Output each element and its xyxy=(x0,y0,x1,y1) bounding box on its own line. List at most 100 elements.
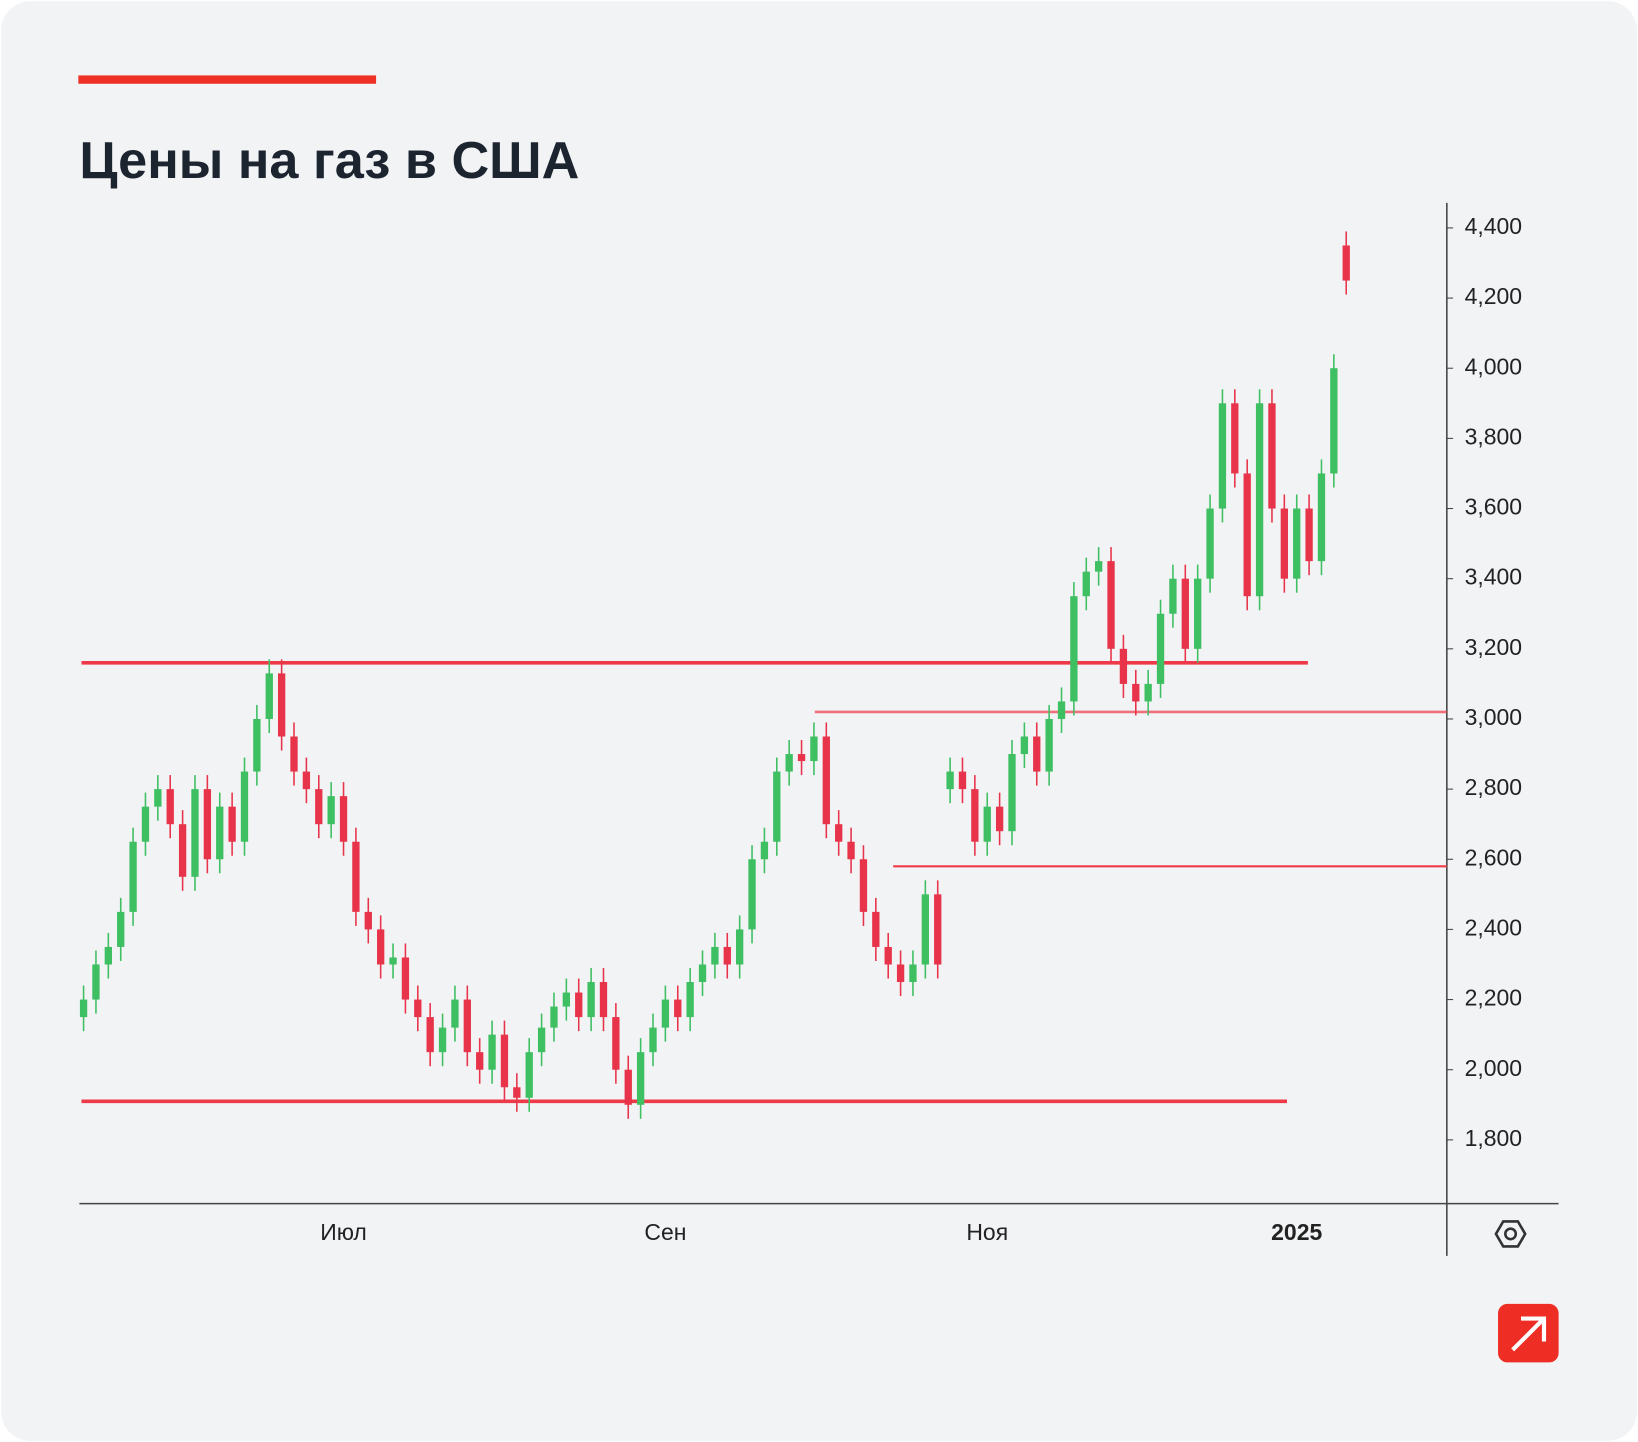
candle-body xyxy=(1057,701,1066,719)
candle-body xyxy=(723,946,731,965)
y-tick-label: 3,400 xyxy=(1465,564,1522,590)
candle-body xyxy=(1243,473,1251,597)
candle-body xyxy=(1094,561,1103,572)
candle-body xyxy=(636,1052,645,1105)
candle-body xyxy=(1280,508,1288,579)
candle-body xyxy=(1342,245,1350,281)
candle-body xyxy=(1255,403,1264,597)
candle-body xyxy=(921,894,930,965)
candle-body xyxy=(104,946,112,965)
candle-body xyxy=(909,964,917,983)
candle-body xyxy=(1206,508,1214,579)
candle-body xyxy=(216,806,224,860)
candle-body xyxy=(587,982,595,1018)
candle-body xyxy=(451,999,459,1028)
candle-body xyxy=(1070,596,1078,702)
y-tick-label: 2,200 xyxy=(1465,985,1522,1011)
candle-body xyxy=(352,841,360,912)
y-tick-label: 2,800 xyxy=(1465,774,1522,800)
candle-body xyxy=(773,771,781,842)
candle-body xyxy=(822,736,830,825)
candle-body xyxy=(748,859,756,930)
accent-bar xyxy=(78,75,377,84)
candle-body xyxy=(377,929,385,965)
candle-body xyxy=(476,1052,484,1070)
candle-body xyxy=(488,1034,496,1070)
candle-body xyxy=(1194,578,1202,649)
logo-arrow xyxy=(1511,1316,1547,1352)
candle-body xyxy=(958,771,967,790)
candle-body xyxy=(674,999,682,1018)
candle-body xyxy=(859,859,868,912)
y-tick-label: 2,000 xyxy=(1465,1055,1522,1081)
candle-body xyxy=(228,806,236,842)
candle-body xyxy=(463,999,471,1053)
candle-body xyxy=(277,673,286,737)
candle-body xyxy=(203,789,212,860)
candle-body xyxy=(117,911,125,947)
candle-body xyxy=(154,789,162,807)
candle-body xyxy=(661,999,670,1028)
candle-body xyxy=(1317,473,1326,562)
candle-body xyxy=(1330,368,1338,474)
y-tick-label: 4,200 xyxy=(1465,283,1522,309)
candle-body xyxy=(141,806,150,842)
x-tick-label: Ноя xyxy=(966,1219,1008,1245)
candle-body xyxy=(265,673,273,719)
candle-body xyxy=(327,796,335,825)
candle-body xyxy=(575,992,583,1018)
y-tick-label: 3,200 xyxy=(1465,634,1522,660)
candle-body xyxy=(401,957,410,1000)
y-tick-label: 1,800 xyxy=(1465,1125,1522,1151)
candle-body xyxy=(178,824,187,877)
candle-body xyxy=(698,964,707,983)
candle-body xyxy=(129,841,137,912)
x-tick-label: Июл xyxy=(320,1219,367,1245)
candle-body xyxy=(253,718,261,772)
candle-body xyxy=(1045,718,1053,772)
y-tick-label: 3,800 xyxy=(1465,423,1522,449)
candle-body xyxy=(835,824,843,842)
candle-body xyxy=(884,946,892,965)
candle-body xyxy=(1082,571,1090,597)
candle-body xyxy=(191,789,199,877)
candle-body xyxy=(92,964,100,1000)
chart-title: Цены на газ в США xyxy=(79,132,579,190)
settings-icon[interactable] xyxy=(1494,1220,1527,1248)
candle-body xyxy=(785,754,793,772)
candle-body xyxy=(389,957,397,965)
y-tick-label: 2,400 xyxy=(1465,914,1522,940)
candle-body xyxy=(946,771,954,790)
candle-body xyxy=(513,1087,521,1098)
candle-body xyxy=(934,894,942,965)
candle-body xyxy=(240,771,249,842)
candle-body xyxy=(1119,648,1128,684)
candle-body xyxy=(847,841,855,860)
candle-body xyxy=(1231,403,1239,474)
candle-body xyxy=(290,736,298,772)
candle-body xyxy=(1033,736,1041,772)
y-tick-label: 4,400 xyxy=(1465,213,1522,239)
candle-body xyxy=(1218,403,1227,509)
logo xyxy=(1498,1303,1559,1363)
candle-body xyxy=(500,1034,509,1088)
candle-body xyxy=(438,1027,447,1053)
candle-body xyxy=(624,1069,632,1105)
candle-body xyxy=(649,1027,657,1053)
candle-body xyxy=(872,911,880,947)
candle-body xyxy=(995,806,1004,832)
y-tick-label: 2,600 xyxy=(1465,844,1522,870)
candle-body xyxy=(711,946,719,965)
candle-body xyxy=(810,736,818,762)
settings-center[interactable] xyxy=(1504,1227,1518,1241)
candle-body xyxy=(1144,683,1152,702)
candle-body xyxy=(562,992,571,1007)
candle-body xyxy=(760,841,769,860)
candle-body xyxy=(1132,683,1140,702)
candle-body xyxy=(1268,403,1276,509)
candle-body xyxy=(983,806,991,842)
y-tick-label: 3,600 xyxy=(1465,494,1522,520)
candle-body xyxy=(612,1017,620,1070)
settings-hexagon[interactable] xyxy=(1494,1220,1527,1248)
